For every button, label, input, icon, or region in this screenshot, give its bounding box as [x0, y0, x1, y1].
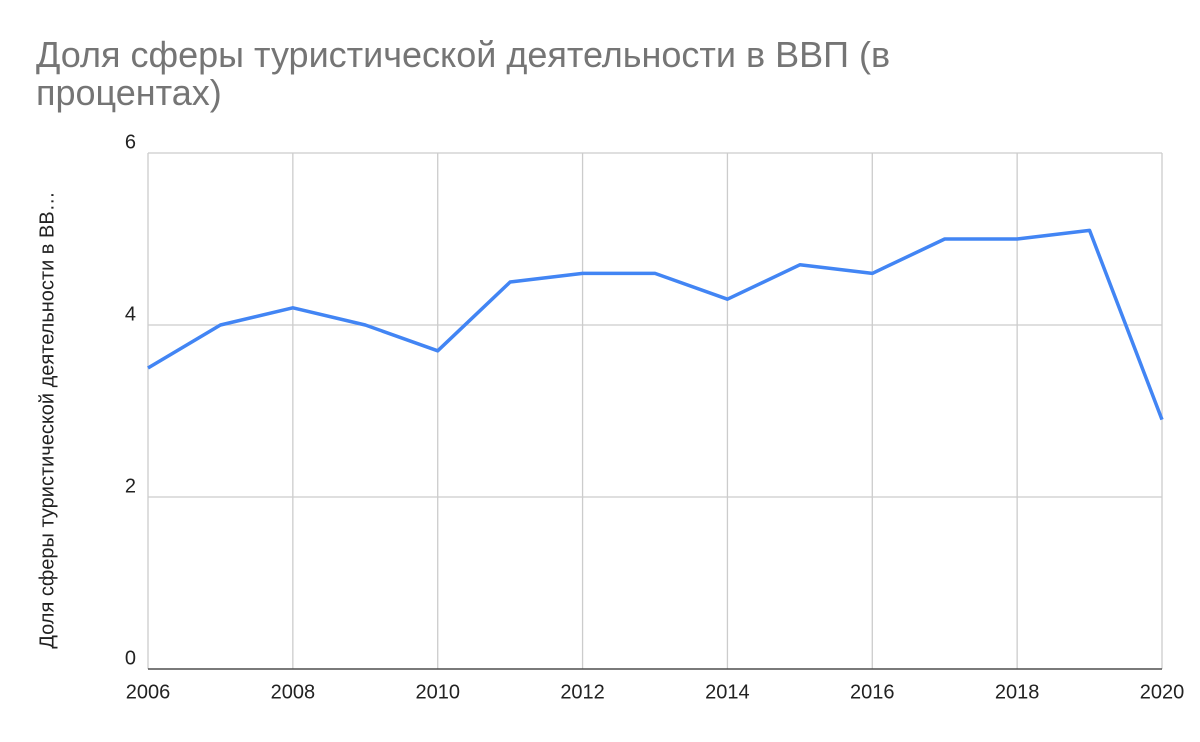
- y-tick-label: 0: [125, 647, 136, 669]
- data-line: [147, 228, 1164, 421]
- chart-title: Доля сферы туристической деятельности в …: [36, 34, 891, 113]
- y-tick-label: 6: [125, 131, 136, 153]
- x-tick-label: 2006: [126, 681, 171, 703]
- x-tick-label: 2018: [995, 681, 1040, 703]
- x-tick-label: 2016: [850, 681, 895, 703]
- x-tick-label: 2012: [560, 681, 605, 703]
- x-tick-label: 2008: [271, 681, 316, 703]
- y-axis-label: Доля сферы туристической деятельности в …: [36, 191, 58, 648]
- y-tick-label: 4: [125, 303, 136, 325]
- y-tick-label: 2: [125, 475, 136, 497]
- x-tick-label: 2014: [705, 681, 750, 703]
- x-tick-label: 2010: [415, 681, 460, 703]
- x-tick-label: 2020: [1140, 681, 1185, 703]
